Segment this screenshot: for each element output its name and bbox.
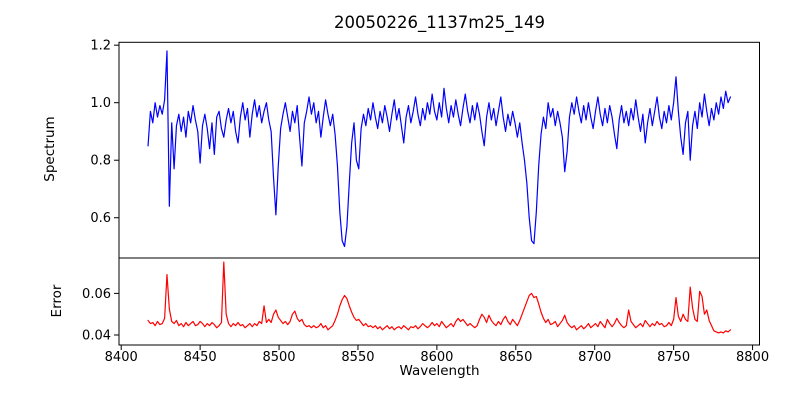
- spectrum-y-tick-label: 1.0: [90, 96, 111, 111]
- x-tick-label: 8600: [420, 350, 453, 365]
- error-line-series: [147, 261, 732, 334]
- x-tick-label: 8750: [657, 350, 690, 365]
- x-tick-label: 8650: [499, 350, 532, 365]
- spectrum-y-tick-label: 0.8: [90, 154, 111, 169]
- x-axis-label: Wavelength: [399, 363, 480, 379]
- x-tick-label: 8800: [736, 350, 769, 365]
- x-tick-label: 8450: [184, 350, 217, 365]
- error-y-tick-label: 0.06: [82, 287, 111, 302]
- spectrum-y-tick-label: 0.6: [90, 211, 111, 226]
- x-tick-label: 8550: [341, 350, 374, 365]
- spectrum-line-series: [147, 50, 732, 248]
- error-y-tick-label: 0.04: [82, 329, 111, 344]
- error-axes-frame: [118, 257, 760, 346]
- x-tick-label: 8700: [578, 350, 611, 365]
- x-tick-label: 8500: [262, 350, 295, 365]
- plot-title: 20050226_1137m25_149: [333, 13, 546, 32]
- x-tick-label: 8400: [105, 350, 138, 365]
- spectrum-y-tick-label: 1.2: [90, 39, 111, 54]
